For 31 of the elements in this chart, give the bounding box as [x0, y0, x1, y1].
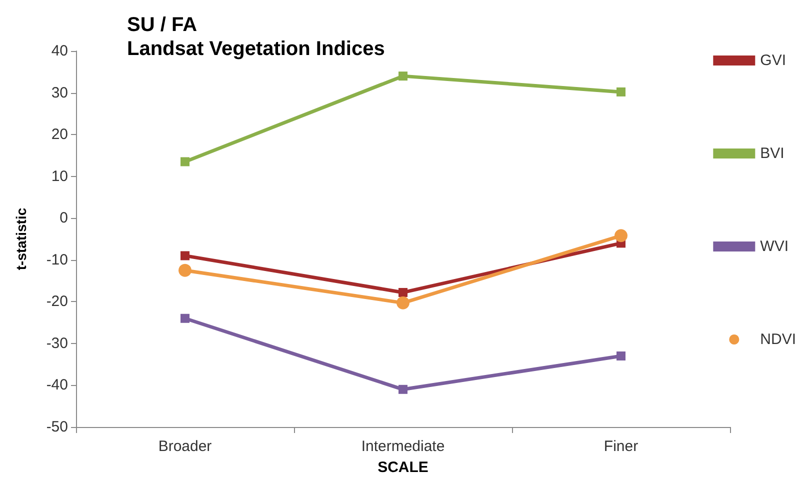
- point: [180, 314, 190, 323]
- y-tick-label: 40: [51, 42, 68, 60]
- point: [616, 87, 626, 96]
- x-axis-title: SCALE: [378, 459, 428, 476]
- y-tick-label: 30: [51, 84, 68, 102]
- point: [398, 384, 408, 394]
- y-tick-label: -10: [46, 251, 68, 268]
- point: [398, 72, 408, 81]
- y-tick-label: 0: [60, 210, 68, 227]
- legend-label: WVI: [760, 238, 789, 255]
- point: [616, 351, 626, 360]
- y-tick-label: -40: [46, 376, 68, 394]
- point: [614, 229, 628, 242]
- y-tick-label: -20: [46, 293, 68, 310]
- point: [178, 264, 192, 277]
- legend-label: GVI: [760, 52, 786, 69]
- x-tick-label: Broader: [158, 438, 212, 455]
- y-tick-label: 10: [51, 168, 68, 185]
- legend-label: NDVI: [760, 331, 796, 348]
- chart-title: SU / FA Landsat Vegetation Indices: [127, 14, 385, 60]
- y-axis-title: t-statistic: [13, 208, 29, 270]
- point: [398, 288, 408, 297]
- point: [180, 251, 190, 260]
- point: [396, 296, 410, 310]
- y-tick-label: -30: [46, 334, 68, 352]
- legend-label: BVI: [760, 145, 784, 162]
- x-tick-label: Intermediate: [361, 438, 445, 455]
- y-tick-label: -50: [46, 418, 68, 436]
- y-tick-label: 20: [51, 126, 68, 144]
- x-tick-label: Finer: [604, 438, 638, 455]
- point: [180, 157, 190, 166]
